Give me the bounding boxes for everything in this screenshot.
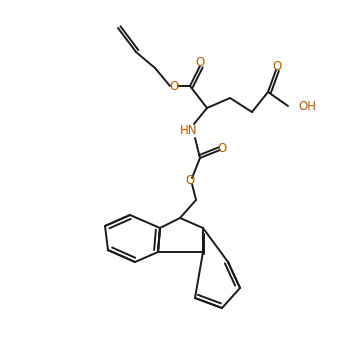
Text: O: O: [272, 61, 282, 73]
Text: O: O: [195, 57, 205, 69]
Text: OH: OH: [298, 99, 316, 113]
Text: O: O: [169, 81, 179, 94]
Text: O: O: [217, 142, 227, 155]
Text: O: O: [186, 174, 195, 187]
Text: HN: HN: [180, 123, 198, 136]
